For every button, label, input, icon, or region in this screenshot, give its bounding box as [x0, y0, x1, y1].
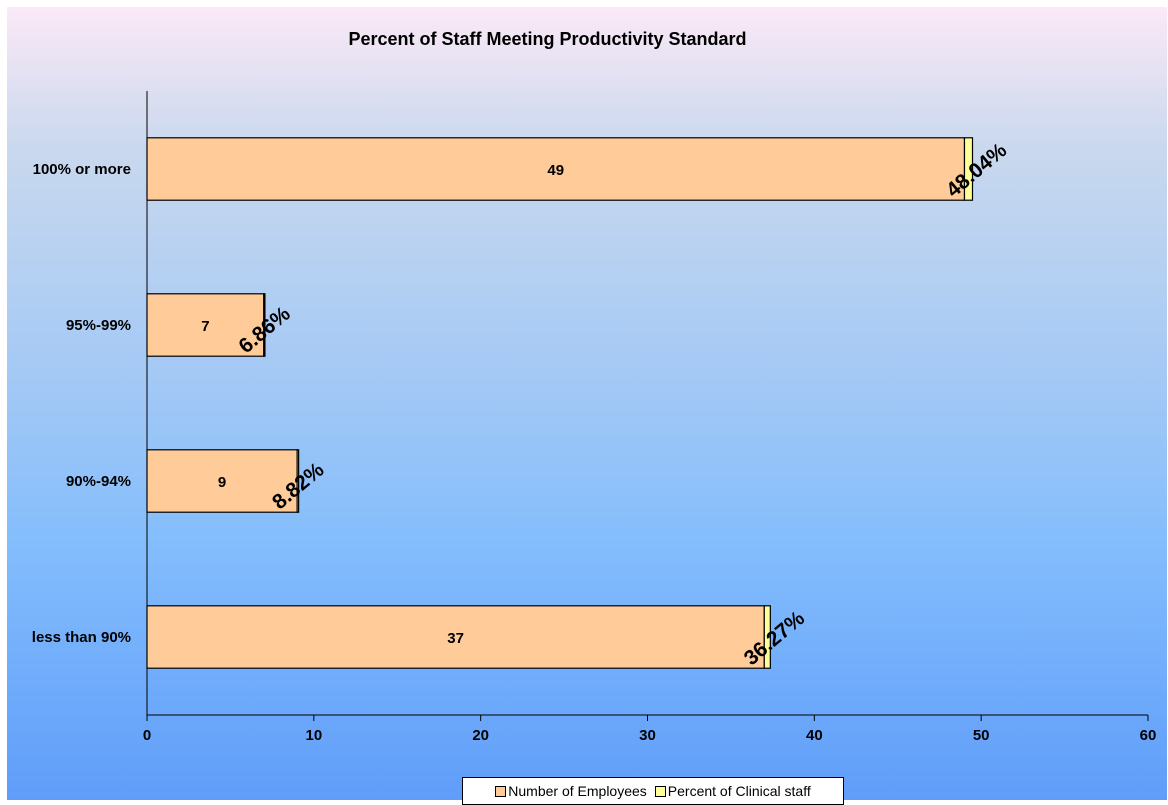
- bar-chart: Percent of Staff Meeting Productivity St…: [32, 29, 1157, 744]
- x-tick-label: 30: [639, 727, 656, 744]
- legend: Number of Employees Percent of Clinical …: [462, 777, 844, 805]
- x-tick-label: 10: [305, 727, 322, 744]
- data-label-number-of-employees: 37: [447, 630, 464, 647]
- legend-swatch-number-of-employees: [495, 785, 507, 797]
- legend-label-percent-of-clinical-staff: Percent of Clinical staff: [667, 783, 811, 799]
- x-tick-label: 50: [973, 727, 990, 744]
- data-label-number-of-employees: 49: [547, 162, 564, 179]
- legend-item-number-of-employees: Number of Employees: [495, 783, 647, 799]
- bar-number-of-employees: [146, 293, 265, 357]
- x-tick-label: 20: [472, 727, 489, 744]
- x-tick-label: 0: [143, 727, 151, 744]
- bar-percent-of-clinical-staff: [263, 293, 266, 357]
- x-tick-label: 40: [806, 727, 823, 744]
- x-tick-label: 60: [1140, 727, 1157, 744]
- data-label-number-of-employees: 9: [218, 474, 226, 491]
- legend-item-percent-of-clinical-staff: Percent of Clinical staff: [654, 783, 811, 799]
- chart-frame: Percent of Staff Meeting Productivity St…: [7, 7, 1167, 805]
- data-label-number-of-employees: 7: [201, 318, 209, 335]
- y-category-label: less than 90%: [32, 629, 131, 646]
- y-category-label: 100% or more: [33, 161, 131, 178]
- y-category-label: 90%-94%: [66, 473, 131, 490]
- y-category-label: 95%-99%: [66, 317, 131, 334]
- bar-percent-of-clinical-staff: [763, 605, 771, 669]
- chart-title: Percent of Staff Meeting Productivity St…: [348, 29, 746, 49]
- bar-number-of-employees: [146, 605, 765, 669]
- bar-percent-of-clinical-staff: [296, 449, 300, 513]
- bar-percent-of-clinical-staff: [963, 137, 974, 201]
- legend-swatch-percent-of-clinical-staff: [654, 785, 666, 797]
- legend-label-number-of-employees: Number of Employees: [508, 783, 647, 799]
